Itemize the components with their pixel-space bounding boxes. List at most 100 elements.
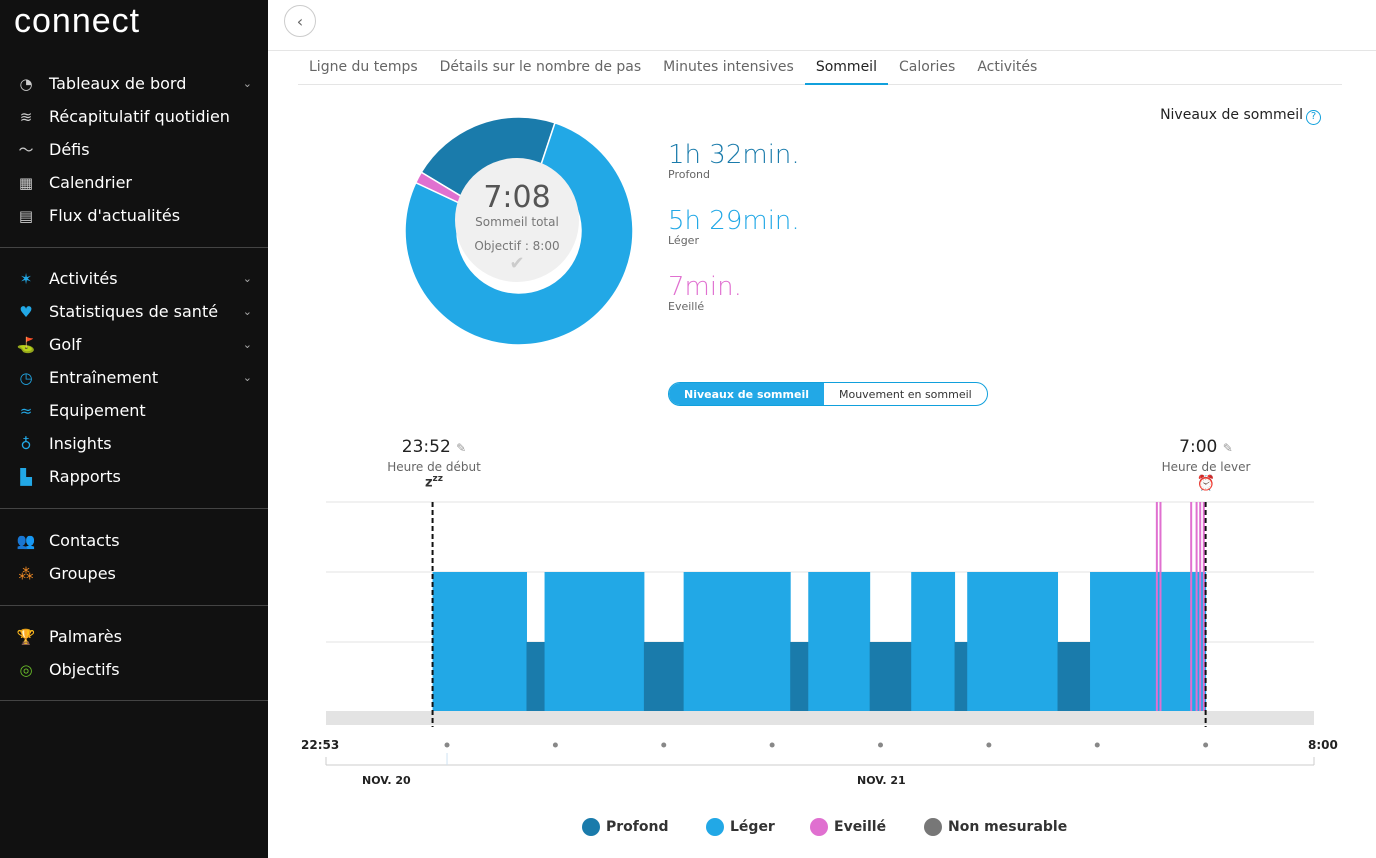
sidebar-item-equipement[interactable]: ≈ Equipement	[0, 394, 268, 427]
sidebar-item-calendrier[interactable]: ▦ Calendrier	[0, 166, 268, 199]
tab-0[interactable]: Ligne du temps	[309, 59, 418, 75]
sidebar-item-label: Tableaux de bord	[49, 74, 187, 93]
sidebar-item-de-fis[interactable]: 〜 Défis	[0, 133, 268, 166]
chevron-down-icon[interactable]: ⌄	[242, 338, 252, 351]
segment-awake	[1202, 502, 1205, 711]
sidebar-item-label: Défis	[49, 140, 90, 159]
start-time-marker[interactable]: 23:52 ✎ Heure de début zzz	[374, 437, 494, 490]
target-icon: ◎	[19, 660, 33, 679]
sidebar-item-activite-s[interactable]: ✶ Activités ⌄	[0, 262, 268, 295]
sleep-donut-chart	[404, 116, 634, 346]
sidebar-item-re-capitulatif-quotidien[interactable]: ≋ Récapitulatif quotidien	[0, 100, 268, 133]
lightbulb-icon: ♁	[20, 434, 32, 453]
edit-pencil-icon[interactable]: ✎	[1222, 441, 1233, 455]
nav-group: ◔ Tableaux de bord ⌄ ≋ Récapitulatif quotidi…	[0, 67, 268, 248]
segment-light	[911, 572, 956, 711]
sidebar-item-entrai-nement[interactable]: ◷ Entraînement ⌄	[0, 361, 268, 394]
tab-1[interactable]: Détails sur le nombre de pas	[439, 59, 642, 75]
legend-item: Non mesurable	[924, 818, 1067, 836]
segment-awake	[1155, 502, 1158, 711]
sidebar-item-rapports[interactable]: ▙ Rapports	[0, 460, 268, 493]
wake-time-marker[interactable]: 7:00 ✎ Heure de lever ⏰	[1146, 437, 1266, 492]
sidebar-item-flux-d-actualite-s[interactable]: ▤ Flux d'actualités	[0, 199, 268, 232]
chevron-left-icon: ‹	[296, 11, 304, 31]
legend-dot	[924, 818, 942, 836]
hour-dot	[1203, 742, 1209, 748]
stat-1: 5h 29min. Léger	[668, 206, 800, 247]
segment-deep	[954, 642, 968, 711]
nav-group: 🏆 Palmarès ◎ Objectifs	[0, 620, 268, 701]
sleep-levels-chart	[325, 501, 1315, 766]
trophy-icon: 🏆	[16, 627, 36, 646]
segment-deep	[526, 642, 546, 711]
check-icon: ✔	[509, 253, 525, 274]
nav-group: ✶ Activités ⌄ ♥ Statistiques de santé ⌄ ⛳ Golf ⌄…	[0, 262, 268, 509]
sidebar-item-label: Activités	[49, 269, 118, 288]
gauge-icon: ◔	[19, 74, 33, 93]
total-sleep-value: 7:08	[483, 180, 551, 215]
sidebar-item-groupes[interactable]: ⁂ Groupes	[0, 557, 268, 590]
golf-icon: ⛳	[16, 335, 36, 354]
sleep-levels-toggle[interactable]: Niveaux de sommeil	[669, 383, 824, 405]
sidebar-item-label: Statistiques de santé	[49, 302, 219, 321]
total-sleep-label: Sommeil total	[475, 215, 559, 229]
sidebar-item-label: Contacts	[49, 531, 120, 550]
legend-dot	[582, 818, 600, 836]
newsfeed-icon: ▤	[18, 206, 34, 225]
segment-light	[808, 572, 871, 711]
sidebar-item-label: Entraînement	[49, 368, 159, 387]
sleep-levels-label: Niveaux de sommeil	[1160, 107, 1303, 123]
tab-2[interactable]: Minutes intensives	[663, 59, 794, 75]
sidebar-item-insights[interactable]: ♁ Insights	[0, 427, 268, 460]
challenge-icon: 〜	[18, 141, 34, 159]
tab-5[interactable]: Activités	[977, 59, 1038, 75]
segment-awake	[1195, 502, 1198, 711]
nav-group: 👥 Contacts ⁂ Groupes	[0, 524, 268, 606]
chevron-down-icon[interactable]: ⌄	[242, 272, 252, 285]
legend-dot	[706, 818, 724, 836]
sleep-movement-toggle[interactable]: Mouvement en sommeil	[838, 388, 972, 401]
segment-awake	[1190, 502, 1193, 711]
legend-label: Eveillé	[834, 819, 887, 835]
hour-dot	[661, 742, 667, 748]
wake-time: 7:00	[1179, 437, 1218, 457]
chevron-down-icon[interactable]: ⌄	[242, 371, 252, 384]
bar-chart-icon: ▙	[20, 467, 32, 486]
hour-dot	[1094, 742, 1100, 748]
chart-mode-toggle: Niveaux de sommeil Mouvement en sommeil	[668, 382, 988, 406]
sidebar-item-objectifs[interactable]: ◎ Objectifs	[0, 653, 268, 686]
unmeasurable-band	[326, 711, 1314, 725]
sleep-levels-help-link[interactable]: Niveaux de sommeil?	[1160, 107, 1321, 125]
heart-icon: ♥	[19, 302, 33, 321]
alarm-clock-icon: ⏰	[1196, 474, 1216, 492]
sidebar-item-statistiques-de-sante-[interactable]: ♥ Statistiques de santé ⌄	[0, 295, 268, 328]
sidebar-item-palmare-s[interactable]: 🏆 Palmarès	[0, 620, 268, 653]
tab-4[interactable]: Calories	[898, 59, 956, 75]
edit-pencil-icon[interactable]: ✎	[456, 441, 467, 455]
sidebar-item-golf[interactable]: ⛳ Golf ⌄	[0, 328, 268, 361]
sidebar-item-tableaux-de-bord[interactable]: ◔ Tableaux de bord ⌄	[0, 67, 268, 100]
segment-light	[683, 572, 791, 711]
stat-label: Profond	[668, 168, 711, 181]
start-time-label: Heure de début	[387, 460, 481, 474]
connect-logo[interactable]: connect	[14, 2, 141, 40]
sidebar-item-label: Objectifs	[49, 660, 120, 679]
legend-item: Eveillé	[810, 818, 886, 836]
chevron-down-icon[interactable]: ⌄	[242, 305, 252, 318]
segment-awake	[1159, 502, 1162, 711]
sidebar-item-label: Golf	[49, 335, 82, 354]
tab-bar: Ligne du temps Détails sur le nombre de p…	[298, 51, 1342, 85]
chevron-down-icon[interactable]: ⌄	[242, 77, 252, 90]
back-button[interactable]: ‹	[284, 5, 316, 37]
segment-deep	[1057, 642, 1091, 711]
activity-person-icon: ✶	[19, 269, 33, 288]
stat-label: Léger	[668, 234, 699, 247]
tab-3[interactable]: Sommeil	[804, 51, 888, 85]
main-content: ‹ Ligne du temps Détails sur le nombre de…	[268, 0, 1376, 858]
sidebar-item-contacts[interactable]: 👥 Contacts	[0, 524, 268, 557]
stopwatch-icon: ◷	[19, 368, 33, 387]
hour-dot	[986, 742, 992, 748]
sidebar-item-label: Rapports	[49, 467, 121, 486]
legend-dot	[810, 818, 828, 836]
help-icon[interactable]: ?	[1306, 110, 1321, 125]
